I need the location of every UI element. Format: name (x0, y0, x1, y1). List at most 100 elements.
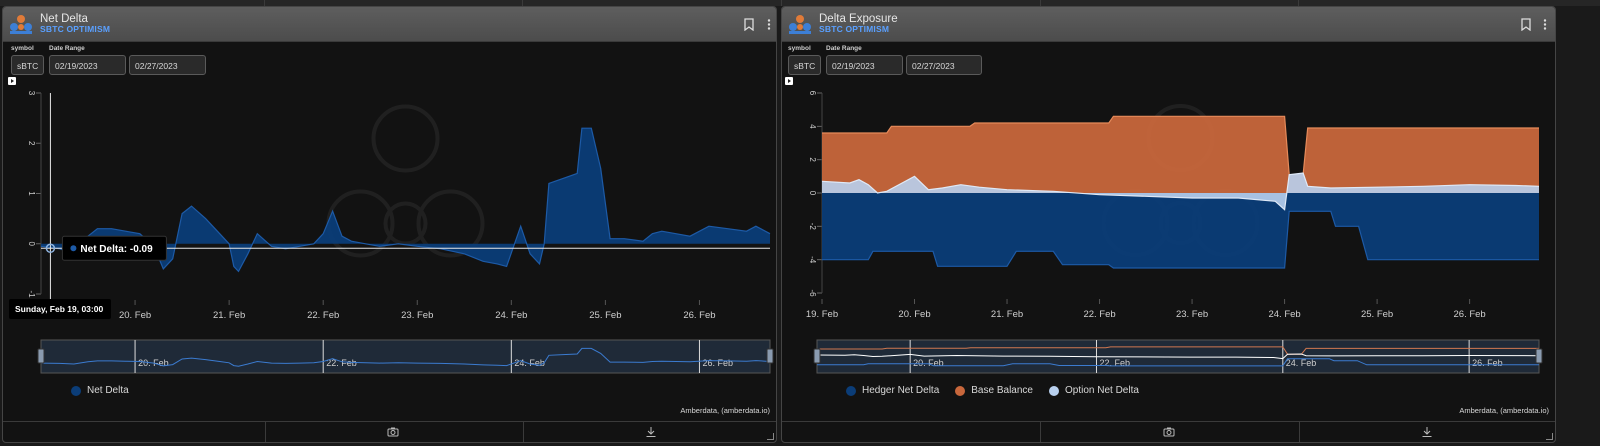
navigator-frame (40, 339, 771, 374)
watermark-logo (326, 104, 485, 258)
chart-credit: Amberdata, (amberdata.io) (1459, 406, 1549, 415)
y-tick-label: 0 (27, 242, 36, 247)
y-tick-label: 2 (808, 157, 817, 162)
navigator-series (40, 347, 771, 367)
x-tick-label: 26. Feb (1454, 309, 1486, 320)
legend-marker (955, 385, 966, 396)
symbol-label: symbol (11, 45, 34, 52)
navigator-frame (816, 339, 1540, 374)
date-end-input[interactable]: 02/27/2023 (906, 55, 982, 75)
crosshair-marker (45, 243, 56, 254)
top-strip (0, 0, 1600, 6)
navigator-handle (37, 348, 45, 364)
expand-icon[interactable] (8, 77, 16, 85)
legend-label: Option Net Delta (1064, 385, 1139, 396)
x-tick-label: 21. Feb (213, 310, 245, 321)
tooltip-box (61, 235, 167, 261)
tooltip-date: Sunday, Feb 19, 03:00 (15, 304, 103, 314)
legend-item-base-balance[interactable]: Base Balance (955, 385, 1033, 396)
panel-footer (3, 421, 776, 442)
x-tick-label: 25. Feb (589, 310, 621, 321)
legend-label: Base Balance (971, 385, 1033, 396)
base-balance-area (822, 116, 1539, 193)
x-tick-label: 19. Feb (806, 309, 838, 320)
tooltip-marker (70, 245, 77, 252)
panel-header: Net Delta SBTC OPTIMISM (3, 7, 776, 42)
download-icon[interactable] (1421, 426, 1433, 438)
option-net-delta-area (822, 173, 1539, 210)
bookmark-icon[interactable] (1520, 18, 1532, 31)
x-tick-label: 22. Feb (1083, 309, 1115, 320)
legend-item-net-delta[interactable]: Net Delta (71, 385, 129, 396)
chart-legend: Hedger Net Delta Base Balance Option Net… (846, 385, 1155, 396)
panel-header: Delta Exposure SBTC OPTIMISM (782, 7, 1555, 42)
y-tick-label: -6 (808, 289, 817, 297)
y-tick-label: 0 (808, 191, 817, 196)
camera-icon[interactable] (387, 426, 399, 438)
tooltip-date-box (9, 299, 111, 319)
navigator-handle (1535, 348, 1543, 364)
date-end-input[interactable]: 02/27/2023 (129, 55, 206, 75)
panel-subtitle: SBTC OPTIMISM (40, 24, 111, 34)
navigator-series (817, 346, 1539, 355)
symbol-select[interactable]: sBTC (788, 55, 821, 75)
symbol-select[interactable]: sBTC (11, 55, 44, 75)
panel-title: Net Delta (40, 13, 88, 25)
date-start-input[interactable]: 02/19/2023 (826, 55, 903, 75)
navigator-tick-label: 24. Feb (1286, 358, 1317, 368)
legend-item-hedger-net-delta[interactable]: Hedger Net Delta (846, 385, 939, 396)
chart-credit: Amberdata, (amberdata.io) (680, 406, 770, 415)
option-net-delta-line (821, 172, 1540, 211)
download-icon[interactable] (645, 426, 657, 438)
y-tick-label: 1 (27, 191, 36, 196)
y-tick-label: -2 (808, 223, 817, 231)
resize-handle[interactable] (1546, 433, 1553, 440)
navigator-tick-label: 26. Feb (1472, 358, 1503, 368)
navigator-tick-label: 22. Feb (326, 358, 357, 368)
navigator-series (817, 358, 1539, 367)
chart-legend: Net Delta (71, 385, 145, 396)
navigator-handle (813, 348, 821, 364)
delta-exposure-panel: Delta Exposure SBTC OPTIMISM symbol Date… (781, 6, 1556, 443)
amberdata-logo-icon (10, 15, 32, 34)
y-tick-label: 6 (808, 91, 817, 96)
symbol-label: symbol (788, 45, 811, 52)
panel-subtitle: SBTC OPTIMISM (819, 24, 890, 34)
legend-item-option-net-delta[interactable]: Option Net Delta (1048, 385, 1139, 396)
camera-icon[interactable] (1163, 426, 1175, 438)
x-tick-label: 21. Feb (991, 309, 1023, 320)
hedger-net-delta-line (822, 210, 1539, 269)
resize-handle[interactable] (767, 433, 774, 440)
x-tick-label: 20. Feb (898, 309, 930, 320)
x-tick-label: 23. Feb (401, 310, 433, 321)
legend-label: Net Delta (87, 385, 129, 396)
delta-exposure-chart: -6 -4 -2 0 2 4 6 19. Feb 20. Feb 21. Feb 22. Feb 23… (806, 91, 1543, 374)
navigator-tick-label: 22. Feb (1099, 358, 1130, 368)
legend-marker (846, 385, 856, 396)
more-vert-icon[interactable] (763, 18, 775, 31)
net-delta-area (41, 128, 770, 272)
navigator-tick-label: 26. Feb (702, 358, 733, 368)
bookmark-icon[interactable] (743, 18, 755, 31)
expand-icon[interactable] (785, 77, 793, 85)
x-tick-label: 20. Feb (119, 310, 151, 321)
navigator-tick-label: 24. Feb (514, 358, 545, 368)
x-tick-label: 24. Feb (1268, 309, 1300, 320)
base-balance-line (822, 115, 1539, 176)
legend-marker (71, 385, 81, 396)
amberdata-logo-icon (789, 15, 811, 34)
navigator-handle (766, 348, 774, 364)
x-tick-label: 25. Feb (1361, 309, 1393, 320)
panel-footer (782, 421, 1555, 442)
y-tick-label: 4 (808, 124, 817, 129)
x-tick-label: 24. Feb (495, 310, 527, 321)
legend-marker (1048, 385, 1059, 396)
net-delta-chart: -1 0 1 2 3 20. Feb 21. Feb 22. Feb 23. Feb 24. Fe… (9, 91, 774, 374)
date-start-input[interactable]: 02/19/2023 (49, 55, 126, 75)
x-tick-label: 26. Feb (683, 310, 715, 321)
net-delta-panel: Net Delta SBTC OPTIMISM symbol Date Rang… (2, 6, 777, 443)
more-vert-icon[interactable] (1539, 18, 1551, 31)
hedger-net-delta-area (822, 193, 1539, 268)
x-tick-label: 22. Feb (307, 310, 339, 321)
date-range-label: Date Range (826, 45, 862, 52)
